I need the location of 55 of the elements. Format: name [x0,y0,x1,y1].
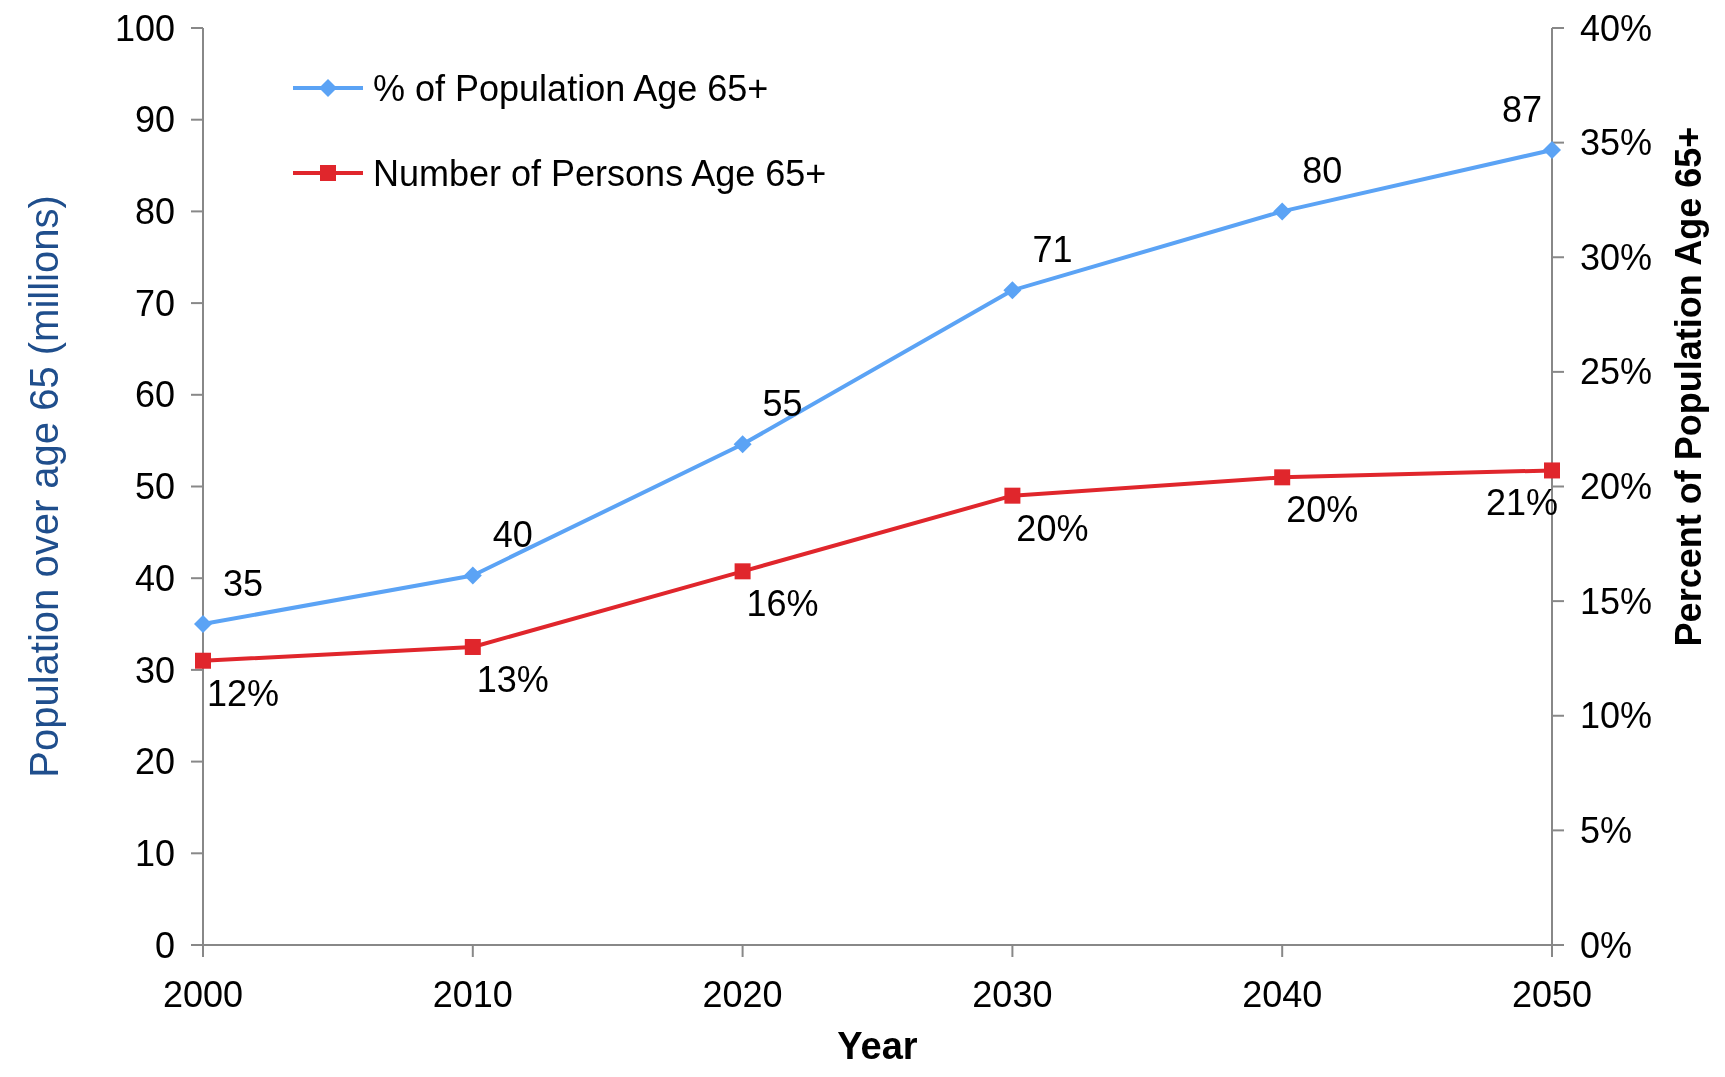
y-tick-label: 30 [134,649,175,691]
y2-tick-label: 5% [1580,809,1633,851]
point [1004,487,1021,504]
point [195,652,211,669]
point [734,563,751,580]
data-label: 80 [1302,150,1343,192]
y-tick-label: 80 [134,191,175,232]
data-label: 35 [222,563,264,605]
x-axis-title: Year [837,1025,918,1067]
y2-tick-label: 20% [1580,466,1653,508]
point [1003,281,1022,300]
legend-label: % of Population Age 65+ [373,67,769,109]
y2-tick-label: 35% [1580,122,1653,164]
data-label: 16% [746,583,819,625]
point [1544,462,1560,479]
data-label: 71 [1032,229,1073,271]
y2-tick-label: 30% [1580,236,1653,278]
data-label: 13% [476,658,549,700]
x-tick-label: 2020 [702,974,783,1015]
data-label: 87 [1501,88,1543,130]
y-tick-label: 40 [134,557,175,599]
y2-tick-label: 0% [1580,924,1633,966]
point [1273,202,1292,221]
legend-label: Number of Persons Age 65+ [373,152,827,194]
x-tick-label: 2040 [1242,974,1323,1015]
data-label: 55 [762,383,803,425]
data-label: 21% [1485,482,1559,524]
y2-tick-label: 15% [1580,580,1653,622]
y2-tick-label: 40% [1580,7,1653,49]
point [463,566,482,585]
x-tick-label: 2050 [1511,974,1593,1015]
x-tick-label: 2000 [162,974,244,1015]
data-label: 20% [1286,489,1359,531]
data-label: 12% [206,672,280,714]
y-tick-label: 60 [134,374,175,416]
data-label: 40 [492,514,533,556]
y-tick-label: 90 [134,99,175,141]
y-tick-label: 20 [134,741,175,783]
y2-axis-title: Percent of Population Age 65+ [1668,126,1709,647]
point [733,435,752,454]
y-tick-label: 70 [134,282,175,324]
point [194,615,212,634]
point [1543,140,1561,159]
y-tick-label: 0 [154,924,175,966]
y-axis-title: Population over age 65 (millions) [22,195,66,778]
x-tick-label: 2030 [972,974,1053,1015]
y-tick-label: 50 [134,466,175,508]
point [1274,469,1291,486]
data-label: 20% [1016,507,1089,549]
y2-tick-label: 25% [1580,351,1653,393]
y2-tick-label: 10% [1580,695,1653,737]
x-tick-label: 2010 [432,974,513,1015]
y-tick-label: 100 [114,7,175,49]
point [464,638,481,655]
y-tick-label: 10 [134,832,175,874]
